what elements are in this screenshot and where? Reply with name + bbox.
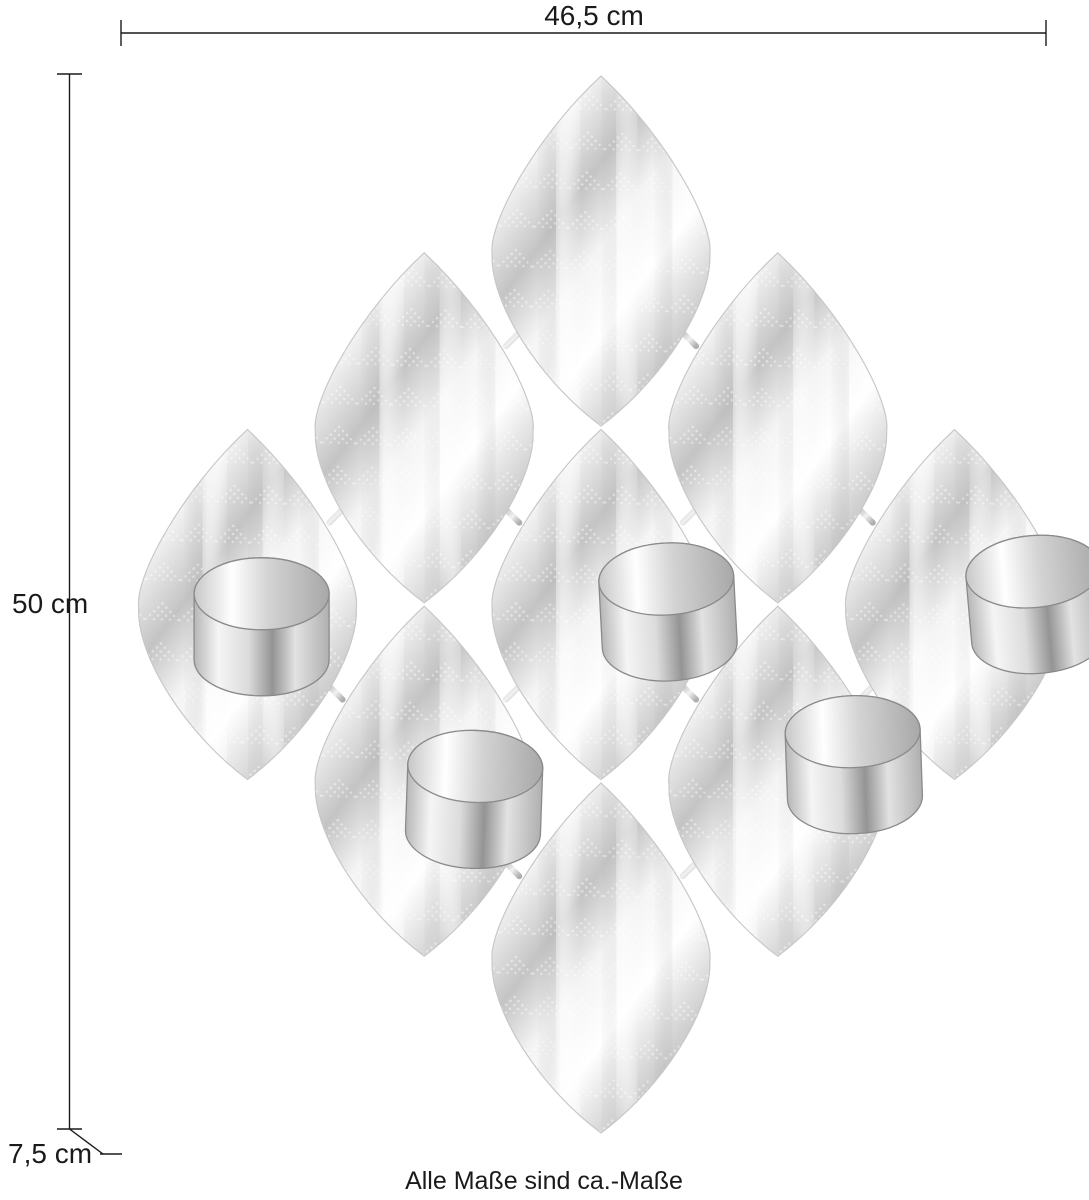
svg-text:Alle Maße sind ca.-Maße: Alle Maße sind ca.-Maße	[405, 1167, 683, 1195]
svg-text:7,5 cm: 7,5 cm	[8, 1138, 92, 1169]
svg-text:46,5 cm: 46,5 cm	[544, 0, 644, 31]
svg-text:50 cm: 50 cm	[12, 588, 88, 619]
